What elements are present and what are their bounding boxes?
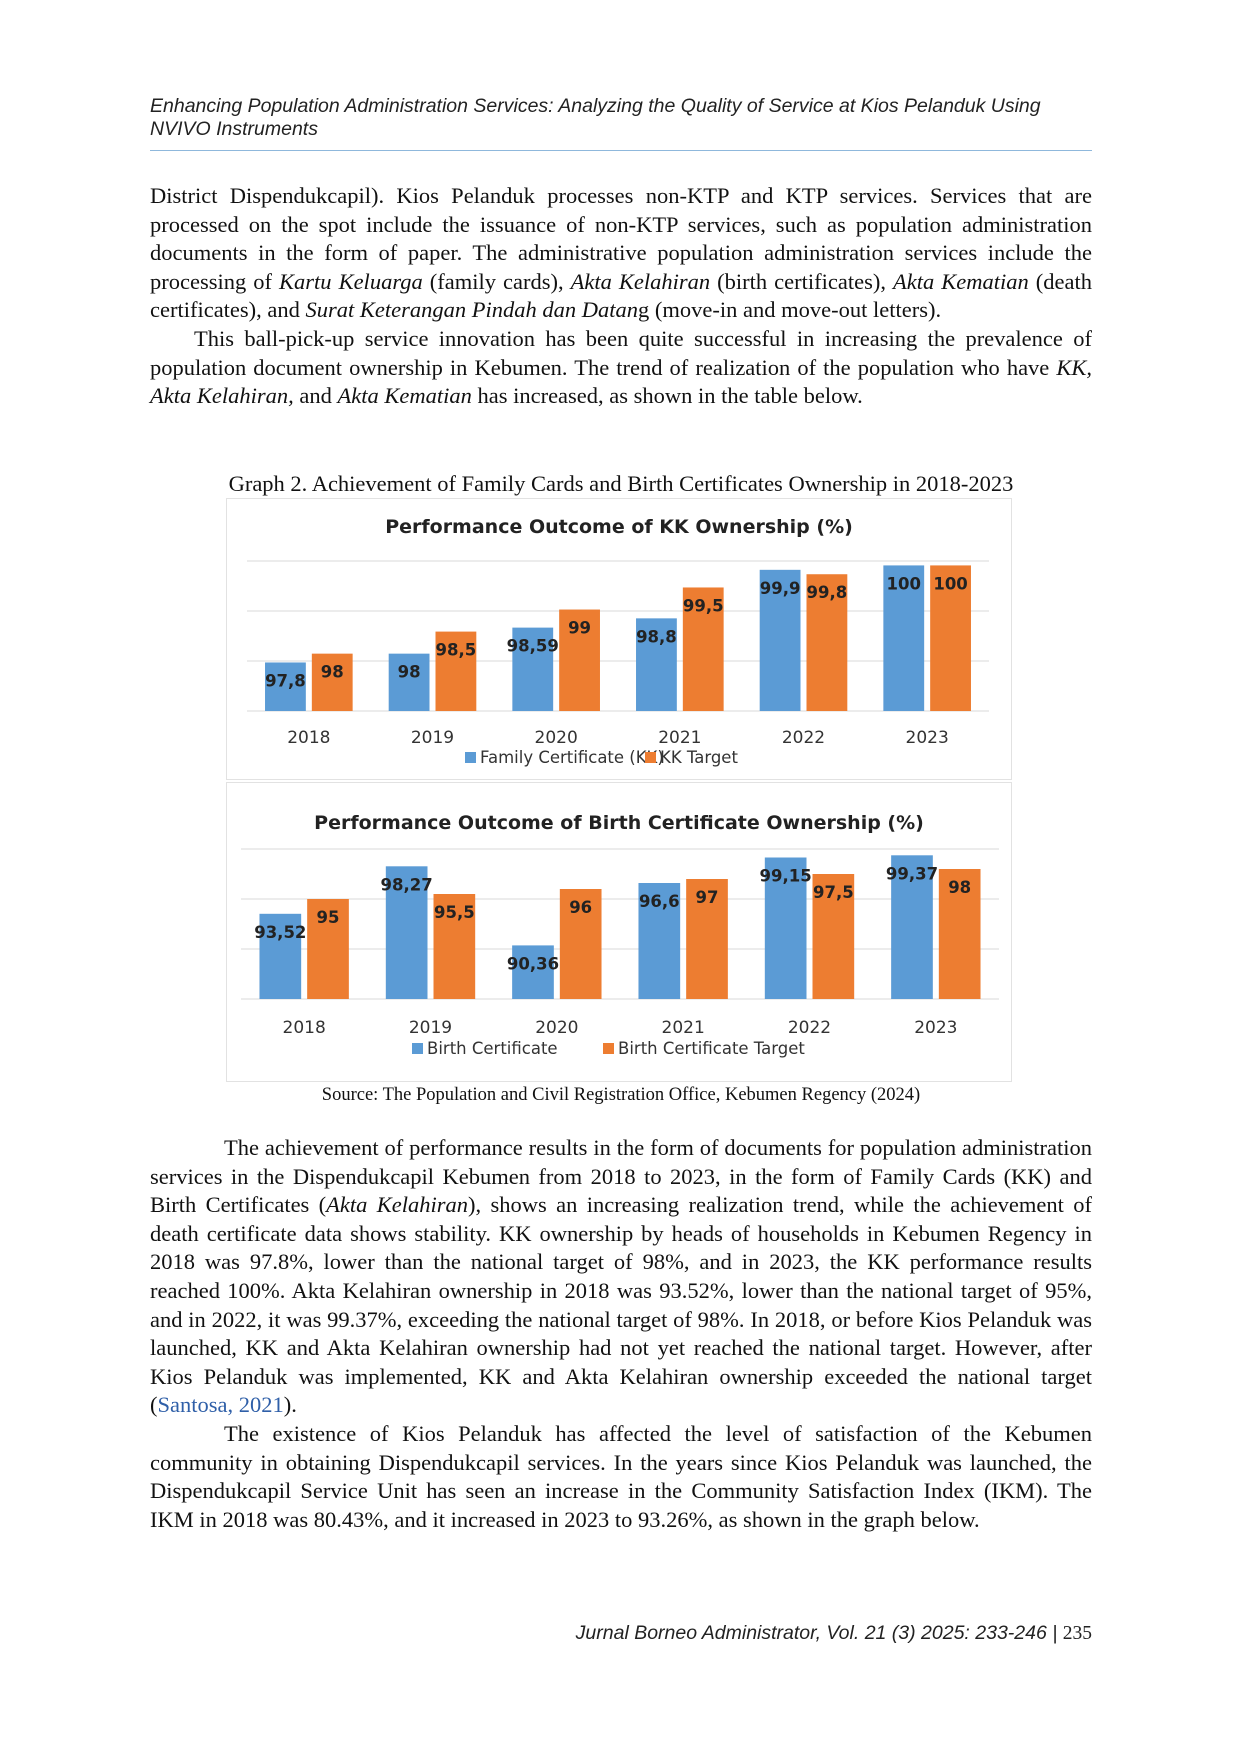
x-tick-label: 2019 [411, 728, 454, 748]
data-label: 99,5 [683, 596, 724, 615]
actual-bar-2020 [512, 945, 554, 999]
target-bar-2020 [559, 609, 600, 711]
birth-certificate-chart: Performance Outcome of Birth Certificate… [226, 782, 1012, 1082]
kk-chart-svg: Performance Outcome of KK Ownership (%) 9… [247, 516, 989, 767]
legend-swatch [603, 1043, 614, 1054]
page-footer: Jurnal Borneo Administrator, Vol. 21 (3)… [575, 1622, 1092, 1644]
target-bar-2019 [435, 631, 477, 711]
data-label: 97,5 [813, 883, 854, 902]
legend-label: Birth Certificate [427, 1039, 558, 1058]
target-bar-2022 [806, 574, 848, 711]
data-label: 99,8 [807, 583, 848, 602]
header-title-line2: NVIVO Instruments [150, 118, 318, 140]
x-tick-label: 2018 [287, 728, 330, 748]
x-tick-label: 2020 [535, 728, 578, 748]
data-label: 97 [696, 888, 719, 907]
actual-bar-2018 [265, 662, 306, 711]
legend-label: Family Certificate (KK) [480, 748, 664, 767]
data-label: 96 [569, 898, 592, 917]
data-label: 95 [317, 908, 340, 927]
running-header: Enhancing Population Administration Serv… [150, 95, 1092, 141]
target-bar-2018 [307, 899, 349, 999]
data-label: 98,8 [636, 627, 677, 646]
target-bar-2023 [938, 869, 981, 999]
actual-bar-2023 [883, 565, 925, 711]
data-label: 98 [948, 878, 971, 897]
x-tick-label: 2023 [914, 1018, 957, 1038]
kk-chart: Performance Outcome of KK Ownership (%) 9… [226, 498, 1012, 780]
target-bar-2021 [682, 587, 724, 711]
paragraph-1: District Dispendukcapil). Kios Pelanduk … [150, 183, 1092, 323]
citation-link[interactable]: Santosa, 2021 [157, 1392, 284, 1418]
figure-source: Source: The Population and Civil Registr… [321, 1085, 921, 1105]
data-label: 99,37 [886, 864, 938, 883]
footer-journal: Jurnal Borneo Administrator, Vol. 21 (3)… [575, 1622, 1047, 1644]
chart-title: Performance Outcome of KK Ownership (%) [385, 516, 853, 538]
x-tick-label: 2019 [409, 1018, 452, 1038]
data-label: 96,6 [639, 892, 680, 911]
actual-bar-2019 [388, 653, 430, 711]
data-label: 95,5 [434, 903, 475, 922]
x-tick-label: 2021 [662, 1018, 705, 1038]
legend-label: KK Target [660, 748, 738, 767]
target-bar-2022 [812, 874, 855, 999]
body-text-bottom: The achievement of performance results i… [150, 1134, 1092, 1534]
data-label: 93,52 [254, 923, 306, 942]
actual-bar-2019 [385, 866, 428, 999]
chart-title: Performance Outcome of Birth Certificate… [314, 812, 924, 834]
x-tick-label: 2021 [658, 728, 701, 748]
data-label: 98,5 [436, 641, 477, 660]
header-divider [150, 150, 1092, 151]
target-bar-2023 [930, 565, 971, 711]
actual-bar-2018 [259, 913, 302, 999]
data-label: 99 [568, 619, 591, 638]
x-tick-label: 2020 [535, 1018, 578, 1038]
paragraph-3: The achievement of performance results i… [150, 1135, 1093, 1418]
data-label: 98,27 [381, 875, 433, 894]
data-label: 90,36 [507, 954, 559, 973]
legend-label: Birth Certificate Target [618, 1039, 805, 1058]
target-bar-2021 [686, 879, 728, 999]
data-label: 98 [398, 663, 421, 682]
target-bar-2020 [559, 889, 602, 999]
body-text-top: District Dispendukcapil). Kios Pelanduk … [150, 182, 1092, 411]
figure-caption: Graph 2. Achievement of Family Cards and… [228, 471, 1014, 496]
data-label: 98,59 [507, 637, 559, 656]
target-bar-2018 [311, 653, 353, 711]
birth-certificate-chart-svg: Performance Outcome of Birth Certificate… [241, 812, 999, 1058]
legend-swatch [412, 1043, 423, 1054]
data-label: 98 [321, 663, 344, 682]
actual-bar-2023 [891, 855, 933, 999]
data-label: 99,15 [760, 867, 812, 886]
header-title-line1: Enhancing Population Administration Serv… [150, 95, 1041, 117]
legend-swatch [465, 752, 476, 763]
target-bar-2019 [433, 894, 476, 999]
data-label: 100 [887, 574, 921, 593]
actual-bar-2021 [636, 618, 677, 711]
x-tick-label: 2022 [788, 1018, 831, 1038]
paragraph-2: This ball-pick-up service innovation has… [150, 325, 1092, 409]
legend-swatch [645, 752, 656, 763]
data-label: 99,9 [760, 579, 801, 598]
x-tick-label: 2018 [283, 1018, 326, 1038]
page-number: 235 [1062, 1623, 1092, 1644]
actual-bar-2022 [764, 857, 807, 999]
actual-bar-2022 [759, 569, 801, 711]
data-label: 97,8 [265, 671, 306, 690]
actual-bar-2021 [638, 883, 681, 999]
x-tick-label: 2022 [782, 728, 825, 748]
data-label: 100 [933, 574, 967, 593]
paragraph-4: The existence of Kios Pelanduk has affec… [150, 1420, 1092, 1532]
actual-bar-2020 [512, 627, 554, 711]
x-tick-label: 2023 [906, 728, 949, 748]
